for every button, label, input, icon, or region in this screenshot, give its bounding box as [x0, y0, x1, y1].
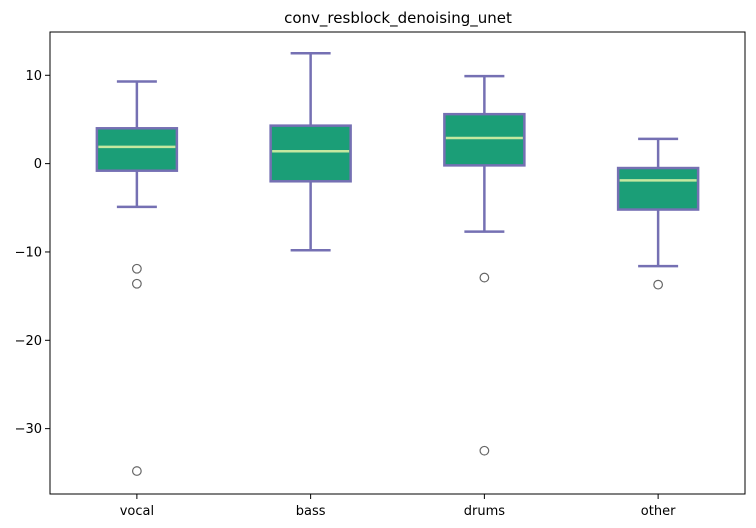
x-tick-label: drums	[464, 504, 505, 519]
y-tick-label: −20	[15, 334, 42, 349]
box-bass	[269, 124, 352, 183]
y-tick-label: −30	[15, 422, 42, 437]
x-tick-label: vocal	[120, 504, 154, 519]
y-tick-label: 0	[34, 157, 42, 172]
x-tick-label: other	[641, 504, 676, 519]
outlier-point	[131, 466, 142, 476]
y-tick-label: −10	[15, 245, 42, 260]
y-tick-label: 10	[25, 69, 42, 84]
box-drums	[443, 112, 526, 167]
plot-frame	[49, 31, 746, 495]
outlier-point	[131, 278, 142, 289]
box-vocal	[95, 127, 179, 172]
plot-area: 10 0 −10 −20 −30 vocal bass drums other	[15, 31, 746, 519]
outlier-point	[653, 279, 664, 290]
box-other	[616, 166, 700, 211]
outlier-point	[479, 445, 490, 456]
outlier-point	[479, 272, 490, 283]
x-tick-label: bass	[296, 504, 326, 519]
outlier-point	[131, 263, 142, 274]
chart-title: conv_resblock_denoising_unet	[284, 9, 512, 28]
